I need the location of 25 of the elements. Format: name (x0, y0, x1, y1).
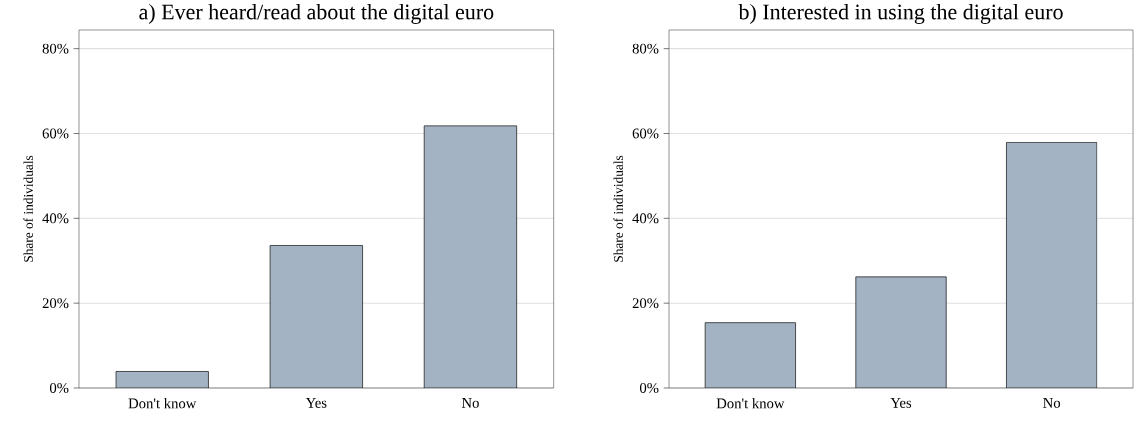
x-tick-label: No (461, 398, 479, 408)
x-tick-label: No (1043, 398, 1061, 408)
y-tick-label: 40% (632, 213, 659, 224)
y-tick-label: 20% (632, 298, 659, 309)
chart-title: a) Ever heard/read about the digital euro (139, 3, 494, 24)
y-tick-label: 0% (49, 383, 69, 393)
bar (423, 125, 518, 388)
y-tick-label: 40% (42, 213, 69, 224)
y-tick-label: 60% (632, 128, 659, 139)
x-tick-label: Don't know (128, 398, 197, 409)
y-tick-label: 0% (639, 383, 659, 393)
chart-title: b) Interested in using the digital euro (738, 3, 1063, 24)
y-tick-label: 60% (42, 128, 69, 139)
y-axis-title: Share of individuals (613, 155, 623, 262)
y-axis-title: Share of individuals (23, 155, 33, 262)
bar (855, 276, 947, 388)
bar (1006, 142, 1098, 388)
x-tick-label: Yes (890, 398, 912, 408)
bar (269, 245, 363, 388)
bar (704, 322, 796, 388)
y-tick-label: 80% (632, 43, 659, 54)
x-tick-label: Yes (305, 398, 327, 408)
y-tick-label: 80% (42, 43, 69, 54)
x-tick-label: Don't know (716, 398, 785, 409)
y-tick-label: 20% (42, 298, 69, 309)
